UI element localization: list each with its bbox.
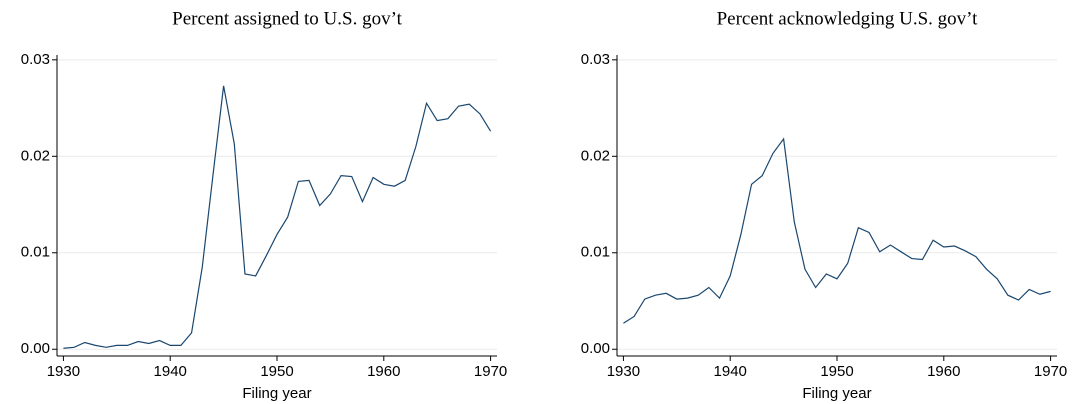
x-tick-label: 1930	[607, 363, 640, 380]
x-tick-label: 1970	[1034, 363, 1067, 380]
data-line	[63, 85, 492, 349]
y-tick-label: 0.03	[21, 51, 50, 68]
y-tick-label: 0.00	[581, 340, 610, 357]
x-axis-label: Filing year	[802, 385, 871, 402]
y-tick-label: 0.01	[21, 244, 50, 261]
data-line	[623, 137, 1051, 324]
y-tick-label: 0.00	[21, 340, 50, 357]
y-tick-label: 0.02	[21, 147, 50, 164]
x-tick-label: 1960	[367, 363, 400, 380]
y-tick-label: 0.02	[581, 147, 610, 164]
x-tick-label: 1940	[154, 363, 187, 380]
x-axis-label: Filing year	[242, 385, 311, 402]
x-tick-label: 1950	[820, 363, 853, 380]
x-tick-label: 1970	[474, 363, 507, 380]
y-tick-label: 0.03	[581, 51, 610, 68]
x-tick-label: 1950	[260, 363, 293, 380]
chart-title: Percent acknowledging U.S. gov’t	[717, 8, 979, 29]
x-tick-label: 1960	[927, 363, 960, 380]
chart-title: Percent assigned to U.S. gov’t	[172, 8, 402, 29]
x-tick-label: 1940	[714, 363, 747, 380]
y-tick-label: 0.01	[581, 244, 610, 261]
x-tick-label: 1930	[47, 363, 80, 380]
